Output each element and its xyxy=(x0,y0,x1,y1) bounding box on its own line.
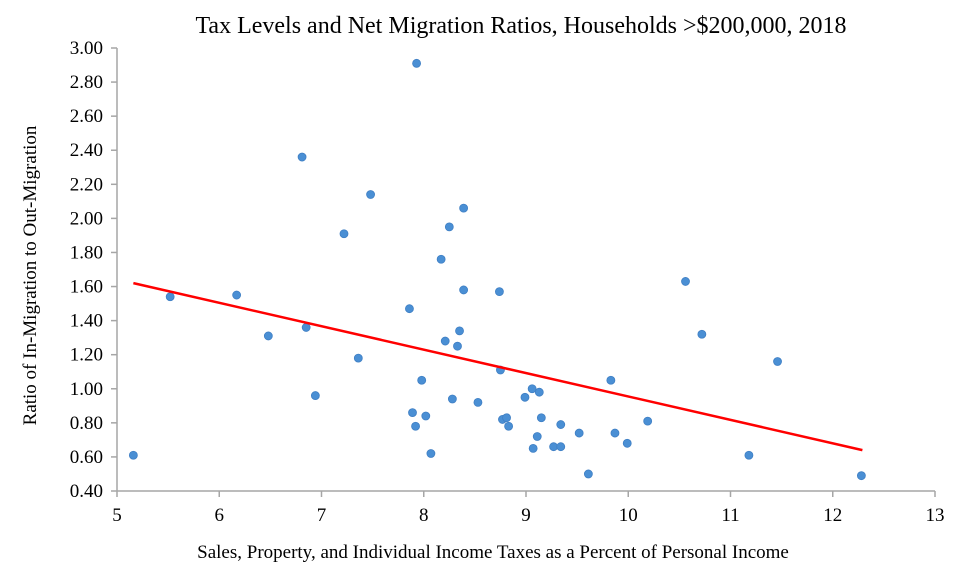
y-tick-label: 2.80 xyxy=(70,72,103,93)
x-axis: 5 6 7 8 9 10 11 12 13 xyxy=(112,490,945,526)
data-point xyxy=(426,449,436,458)
data-point xyxy=(405,304,414,314)
data-point xyxy=(440,336,450,346)
data-point xyxy=(447,394,457,404)
y-tick-label: 2.40 xyxy=(70,140,103,161)
data-point xyxy=(744,450,754,460)
y-tick-label: 0.80 xyxy=(70,413,103,434)
data-point xyxy=(773,357,782,366)
data-point xyxy=(436,254,446,264)
data-point xyxy=(455,326,464,336)
data-point xyxy=(606,375,616,385)
data-point xyxy=(556,420,566,429)
data-point xyxy=(459,285,469,295)
data-point xyxy=(583,469,593,479)
data-point xyxy=(473,397,483,407)
data-point xyxy=(232,290,242,300)
y-axis-label: Ratio of In-Migration to Out-Migration xyxy=(20,125,41,425)
data-point xyxy=(520,392,530,402)
y-tick-label: 2.60 xyxy=(70,106,103,127)
data-point xyxy=(408,408,417,418)
data-point xyxy=(681,277,690,286)
data-point xyxy=(297,152,307,162)
data-point xyxy=(453,341,462,351)
y-tick-label: 2.20 xyxy=(70,174,103,195)
y-tick-label: 1.20 xyxy=(70,345,103,366)
y-tick-label: 0.40 xyxy=(70,481,103,502)
trendline xyxy=(133,281,863,452)
data-point xyxy=(495,287,504,297)
data-point xyxy=(527,384,537,394)
y-tick-label: 1.40 xyxy=(70,311,103,332)
data-point xyxy=(165,292,175,302)
trendline-group xyxy=(133,281,863,452)
data-point xyxy=(444,222,454,232)
data-points xyxy=(128,58,866,481)
y-tick-label: 1.80 xyxy=(70,242,103,263)
data-point xyxy=(504,421,514,431)
data-point xyxy=(610,428,620,438)
data-point xyxy=(643,416,653,426)
data-point xyxy=(412,58,421,68)
data-point xyxy=(459,203,469,213)
y-tick-label: 1.00 xyxy=(70,379,103,400)
data-point xyxy=(128,450,138,460)
y-tick-label: 2.00 xyxy=(70,208,103,229)
x-tick-label: 6 xyxy=(215,505,225,526)
x-tick-label: 10 xyxy=(619,505,638,526)
x-tick-label: 7 xyxy=(317,505,327,526)
y-tick-label: 3.00 xyxy=(70,38,103,59)
data-point xyxy=(339,229,349,239)
x-tick-label: 9 xyxy=(521,505,531,526)
data-point xyxy=(411,421,420,431)
data-point xyxy=(556,442,566,452)
data-point xyxy=(366,190,375,199)
data-point xyxy=(534,387,544,397)
chart-title: Tax Levels and Net Migration Ratios, Hou… xyxy=(195,13,846,39)
data-point xyxy=(502,413,511,423)
data-point xyxy=(353,353,363,363)
x-axis-label: Sales, Property, and Individual Income T… xyxy=(197,542,789,563)
y-axis: 0.40 0.60 0.80 1.00 1.20 1.40 1.60 1.80 2.00 2.20… xyxy=(70,38,118,502)
x-tick-label: 5 xyxy=(112,505,122,526)
x-tick-label: 12 xyxy=(823,505,842,526)
data-point xyxy=(622,438,632,448)
y-tick-label: 1.60 xyxy=(70,277,103,298)
x-tick-label: 8 xyxy=(419,505,429,526)
data-point xyxy=(536,413,546,423)
data-point xyxy=(528,444,538,453)
data-point xyxy=(697,329,707,339)
data-point xyxy=(263,331,273,341)
data-point xyxy=(856,471,866,481)
data-point xyxy=(421,411,431,421)
data-point xyxy=(310,391,320,400)
data-point xyxy=(574,428,584,438)
x-tick-label: 11 xyxy=(721,505,739,526)
data-point xyxy=(417,375,427,385)
data-point xyxy=(532,432,542,441)
y-tick-label: 0.60 xyxy=(70,447,103,468)
x-tick-label: 13 xyxy=(926,505,945,526)
